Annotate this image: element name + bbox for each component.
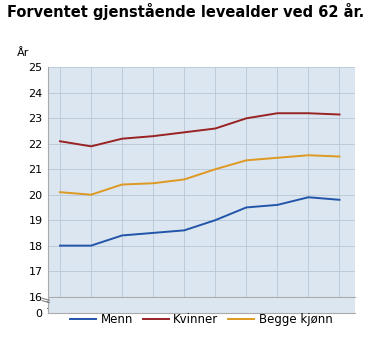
Begge kjønn bbox=[58, 190, 62, 194]
Menn bbox=[244, 206, 249, 210]
Text: Forventet gjenstående levealder ved 62 år. 1998-2007: Forventet gjenstående levealder ved 62 å… bbox=[7, 3, 366, 20]
Begge kjønn bbox=[213, 167, 217, 171]
Begge kjønn bbox=[244, 158, 249, 162]
Kvinner bbox=[275, 111, 280, 115]
Begge kjønn bbox=[306, 153, 311, 157]
Begge kjønn bbox=[182, 177, 186, 181]
Kvinner bbox=[89, 144, 93, 148]
Begge kjønn bbox=[89, 193, 93, 197]
Menn bbox=[337, 198, 342, 202]
Kvinner bbox=[337, 113, 342, 117]
Begge kjønn bbox=[120, 183, 124, 187]
Kvinner bbox=[213, 126, 217, 130]
Kvinner bbox=[306, 111, 311, 115]
Kvinner bbox=[58, 139, 62, 143]
Menn bbox=[89, 244, 93, 248]
Kvinner bbox=[120, 137, 124, 141]
Line: Menn: Menn bbox=[60, 197, 340, 246]
Menn bbox=[306, 195, 311, 199]
Menn bbox=[58, 244, 62, 248]
Menn bbox=[213, 218, 217, 222]
Menn bbox=[182, 228, 186, 233]
Menn bbox=[275, 203, 280, 207]
Menn bbox=[120, 234, 124, 238]
Begge kjønn bbox=[151, 181, 155, 185]
Line: Begge kjønn: Begge kjønn bbox=[60, 155, 340, 195]
Kvinner bbox=[182, 130, 186, 134]
Begge kjønn bbox=[337, 154, 342, 158]
Kvinner bbox=[151, 134, 155, 138]
Kvinner bbox=[244, 116, 249, 120]
Menn bbox=[151, 231, 155, 235]
Text: År: År bbox=[17, 48, 29, 58]
Begge kjønn bbox=[275, 156, 280, 160]
Legend: Menn, Kvinner, Begge kjønn: Menn, Kvinner, Begge kjønn bbox=[66, 308, 337, 331]
Line: Kvinner: Kvinner bbox=[60, 113, 340, 146]
